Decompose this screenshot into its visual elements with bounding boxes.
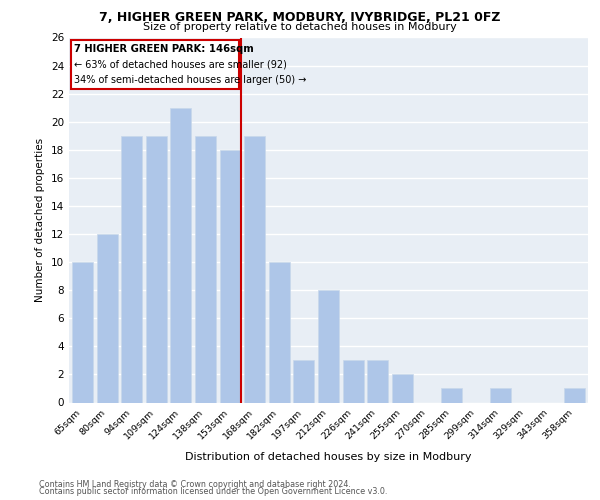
Bar — [490, 388, 511, 402]
Bar — [170, 108, 191, 403]
Bar — [121, 136, 142, 402]
Bar — [367, 360, 388, 403]
Text: Contains public sector information licensed under the Open Government Licence v3: Contains public sector information licen… — [39, 487, 388, 496]
Text: 7 HIGHER GREEN PARK: 146sqm: 7 HIGHER GREEN PARK: 146sqm — [74, 44, 253, 54]
Text: Size of property relative to detached houses in Modbury: Size of property relative to detached ho… — [143, 22, 457, 32]
Bar — [244, 136, 265, 402]
Bar — [441, 388, 462, 402]
Bar — [392, 374, 413, 402]
Bar — [343, 360, 364, 403]
FancyBboxPatch shape — [71, 40, 239, 90]
Text: 34% of semi-detached houses are larger (50) →: 34% of semi-detached houses are larger (… — [74, 74, 306, 85]
Bar — [97, 234, 118, 402]
Text: ← 63% of detached houses are smaller (92): ← 63% of detached houses are smaller (92… — [74, 60, 287, 70]
Y-axis label: Number of detached properties: Number of detached properties — [35, 138, 46, 302]
Bar — [195, 136, 216, 402]
Text: Contains HM Land Registry data © Crown copyright and database right 2024.: Contains HM Land Registry data © Crown c… — [39, 480, 351, 489]
Bar — [146, 136, 167, 402]
X-axis label: Distribution of detached houses by size in Modbury: Distribution of detached houses by size … — [185, 452, 472, 462]
Bar — [293, 360, 314, 403]
Text: 7, HIGHER GREEN PARK, MODBURY, IVYBRIDGE, PL21 0FZ: 7, HIGHER GREEN PARK, MODBURY, IVYBRIDGE… — [99, 11, 501, 24]
Bar — [220, 150, 241, 403]
Bar — [564, 388, 585, 402]
Bar — [318, 290, 339, 403]
Bar — [72, 262, 93, 402]
Bar — [269, 262, 290, 402]
